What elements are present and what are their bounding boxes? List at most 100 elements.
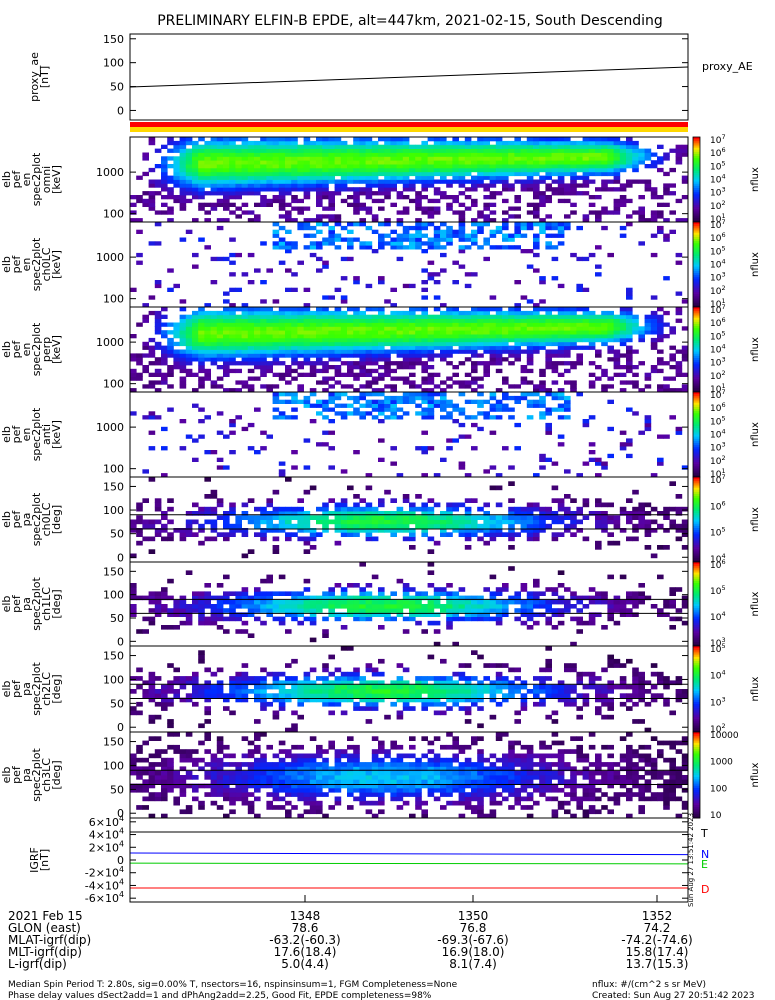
colorbar-step xyxy=(693,362,700,365)
colorbar-step xyxy=(693,385,700,389)
heatmap-cell xyxy=(564,494,571,499)
heatmap-cell xyxy=(402,314,410,319)
heatmap-cell xyxy=(179,322,187,327)
heatmap-cell xyxy=(526,144,534,149)
heatmap-cell xyxy=(266,314,273,319)
heatmap-cell xyxy=(396,164,404,169)
heatmap-cell xyxy=(210,206,218,211)
heatmap-cell xyxy=(514,345,521,350)
colorbar-tick-label: 102 xyxy=(710,369,726,382)
heatmap-cell xyxy=(161,689,168,694)
heatmap-cell xyxy=(359,604,366,609)
heatmap-cell xyxy=(588,334,596,339)
heatmap-cell xyxy=(384,152,391,157)
heatmap-cell xyxy=(340,415,348,420)
heatmap-cell xyxy=(650,164,658,169)
heatmap-cell xyxy=(526,604,534,609)
heatmap-cell xyxy=(675,291,683,296)
heatmap-cell xyxy=(644,152,652,157)
heatmap-cell xyxy=(291,616,298,622)
heatmap-cell xyxy=(297,536,304,542)
heatmap-cell xyxy=(322,616,329,622)
heatmap-cell xyxy=(650,318,658,323)
heatmap-cell xyxy=(216,684,224,690)
heatmap-cell xyxy=(415,608,422,613)
heatmap-cell xyxy=(241,160,249,165)
heatmap-cell xyxy=(619,574,627,580)
heatmap-cell xyxy=(365,148,373,153)
heatmap-cell xyxy=(446,337,453,343)
heatmap-cell xyxy=(508,330,515,335)
heatmap-cell xyxy=(322,591,329,596)
heatmap-cell xyxy=(198,349,205,354)
heatmap-cell xyxy=(235,345,242,350)
heatmap-cell xyxy=(681,519,689,525)
heatmap-cell xyxy=(185,191,193,196)
heatmap-cell xyxy=(316,506,323,512)
heatmap-cell xyxy=(371,341,379,347)
heatmap-cell xyxy=(588,587,596,592)
heatmap-cell xyxy=(402,160,410,165)
heatmap-cell xyxy=(278,198,286,204)
heatmap-cell xyxy=(446,399,453,404)
heatmap-cell xyxy=(421,322,428,327)
heatmap-cell xyxy=(570,171,577,177)
heatmap-cell xyxy=(502,345,509,350)
heatmap-cell xyxy=(334,403,342,408)
heatmap-cell xyxy=(489,415,497,420)
heatmap-cell xyxy=(533,473,540,478)
heatmap-cell xyxy=(130,388,137,393)
heatmap-cell xyxy=(390,523,397,529)
heatmap-cell xyxy=(626,179,633,184)
heatmap-cell xyxy=(601,519,608,525)
heatmap-cell xyxy=(619,353,627,358)
heatmap-cell xyxy=(390,599,397,605)
heatmap-cell xyxy=(309,353,317,358)
heatmap-cell xyxy=(297,345,304,350)
heatmap-cell xyxy=(322,167,329,173)
heatmap-cell xyxy=(427,608,435,613)
heatmap-cell xyxy=(334,341,342,347)
heatmap-cell xyxy=(216,152,224,157)
heatmap-cell xyxy=(297,365,304,370)
heatmap-cell xyxy=(495,314,503,319)
heatmap-cell xyxy=(588,450,596,455)
colorbar-tick-label: 104 xyxy=(710,342,726,355)
heatmap-cell xyxy=(365,392,373,397)
heatmap-cell xyxy=(440,314,447,319)
heatmap-cell xyxy=(198,528,205,533)
heatmap-cell xyxy=(223,334,230,339)
heatmap-cell xyxy=(533,515,540,520)
heatmap-cell xyxy=(272,164,280,169)
heatmap-cell xyxy=(322,152,329,157)
heatmap-cell xyxy=(198,191,205,196)
heatmap-cell xyxy=(254,450,261,455)
heatmap-cell xyxy=(291,175,298,180)
y-label-line: elb xyxy=(0,341,13,358)
heatmap-cell xyxy=(260,532,267,537)
heatmap-cell xyxy=(378,457,385,462)
colorbar-tick-label: 105 xyxy=(710,414,726,427)
heatmap-cell xyxy=(130,368,137,374)
heatmap-cell xyxy=(204,357,211,362)
heatmap-cell xyxy=(353,195,360,200)
heatmap-cell xyxy=(619,202,627,207)
heatmap-cell xyxy=(396,349,404,354)
heatmap-cell xyxy=(179,330,187,335)
heatmap-cell xyxy=(167,723,174,729)
colorbar-step xyxy=(693,207,700,210)
heatmap-cell xyxy=(483,171,490,177)
heatmap-cell xyxy=(588,345,596,350)
heatmap-cell xyxy=(557,349,565,354)
heatmap-cell xyxy=(464,314,472,319)
heatmap-cell xyxy=(185,523,193,529)
heatmap-cell xyxy=(570,191,577,196)
heatmap-cell xyxy=(650,252,658,258)
heatmap-cell xyxy=(446,523,453,529)
heatmap-cell xyxy=(334,237,342,242)
heatmap-cell xyxy=(229,689,236,694)
heatmap-cell xyxy=(390,318,397,323)
heatmap-cell xyxy=(613,349,621,354)
heatmap-cell xyxy=(619,608,627,613)
heatmap-cell xyxy=(328,349,335,354)
